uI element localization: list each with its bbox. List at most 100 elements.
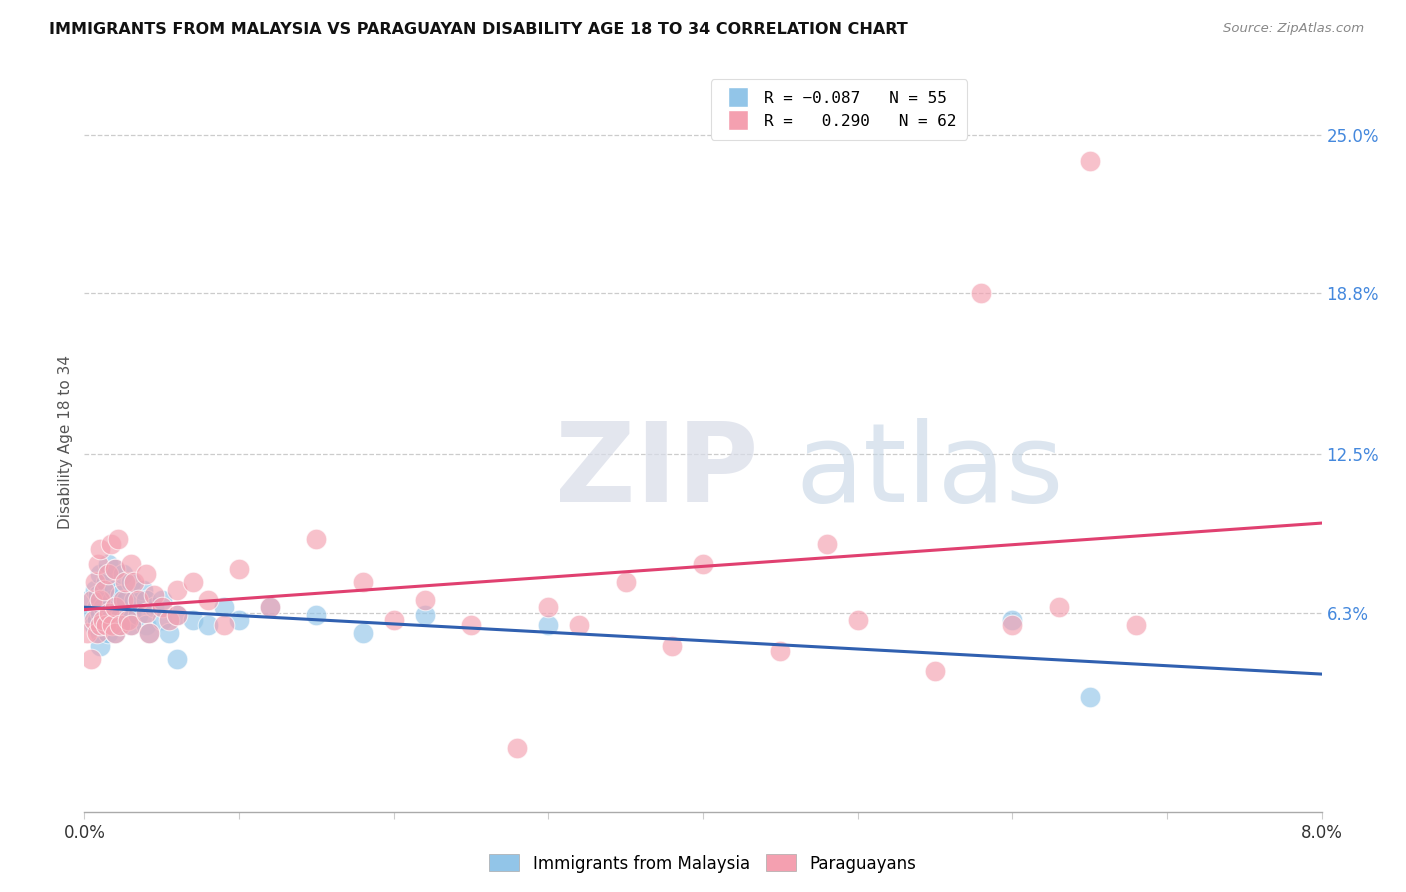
- Point: [769, 644, 792, 658]
- Point: [76, 626, 98, 640]
- Point: [568, 618, 591, 632]
- Point: [537, 600, 560, 615]
- Point: [94, 574, 117, 589]
- Point: [382, 613, 405, 627]
- Point: [110, 608, 132, 623]
- Point: [86, 600, 108, 615]
- Point: [305, 608, 328, 623]
- Point: [120, 618, 142, 632]
- Point: [82, 592, 104, 607]
- Point: [197, 592, 219, 607]
- Point: [93, 613, 115, 627]
- Point: [413, 592, 436, 607]
- Point: [413, 608, 436, 623]
- Point: [352, 626, 374, 640]
- Point: [120, 557, 142, 571]
- Point: [104, 600, 127, 615]
- Point: [143, 588, 166, 602]
- Point: [89, 618, 111, 632]
- Point: [77, 592, 100, 607]
- Text: IMMIGRANTS FROM MALAYSIA VS PARAGUAYAN DISABILITY AGE 18 TO 34 CORRELATION CHART: IMMIGRANTS FROM MALAYSIA VS PARAGUAYAN D…: [49, 22, 908, 37]
- Point: [96, 567, 118, 582]
- Point: [96, 557, 118, 571]
- Point: [104, 562, 127, 576]
- Point: [143, 600, 166, 615]
- Point: [1001, 618, 1024, 632]
- Point: [104, 600, 127, 615]
- Point: [87, 557, 110, 571]
- Point: [114, 574, 136, 589]
- Point: [115, 592, 138, 607]
- Text: ZIP: ZIP: [554, 417, 758, 524]
- Point: [228, 613, 250, 627]
- Point: [83, 613, 105, 627]
- Point: [82, 606, 104, 620]
- Point: [79, 651, 101, 665]
- Point: [1078, 690, 1101, 704]
- Point: [101, 618, 124, 632]
- Point: [815, 536, 838, 550]
- Point: [100, 536, 122, 550]
- Point: [89, 592, 111, 607]
- Point: [120, 574, 142, 589]
- Point: [228, 562, 250, 576]
- Point: [108, 588, 131, 602]
- Y-axis label: Disability Age 18 to 34: Disability Age 18 to 34: [58, 354, 73, 529]
- Point: [135, 592, 157, 607]
- Point: [924, 665, 946, 679]
- Point: [94, 618, 117, 632]
- Point: [166, 608, 188, 623]
- Point: [89, 639, 111, 653]
- Point: [89, 626, 111, 640]
- Point: [122, 574, 145, 589]
- Point: [1078, 153, 1101, 168]
- Point: [1001, 613, 1024, 627]
- Point: [166, 651, 188, 665]
- Point: [89, 541, 111, 556]
- Point: [135, 618, 157, 632]
- Point: [166, 608, 188, 623]
- Point: [87, 588, 110, 602]
- Point: [846, 613, 869, 627]
- Point: [89, 567, 111, 582]
- Point: [108, 618, 131, 632]
- Point: [104, 562, 127, 576]
- Point: [352, 574, 374, 589]
- Point: [1125, 618, 1147, 632]
- Point: [150, 613, 173, 627]
- Point: [1047, 600, 1070, 615]
- Point: [100, 618, 122, 632]
- Legend: Immigrants from Malaysia, Paraguayans: Immigrants from Malaysia, Paraguayans: [482, 847, 924, 880]
- Point: [614, 574, 637, 589]
- Point: [86, 613, 108, 627]
- Point: [132, 582, 155, 597]
- Point: [197, 618, 219, 632]
- Point: [259, 600, 281, 615]
- Point: [120, 618, 142, 632]
- Point: [104, 626, 127, 640]
- Point: [112, 592, 135, 607]
- Text: Source: ZipAtlas.com: Source: ZipAtlas.com: [1223, 22, 1364, 36]
- Point: [93, 582, 115, 597]
- Point: [98, 613, 121, 627]
- Legend: R = −0.087   N = 55, R =   0.290   N = 62: R = −0.087 N = 55, R = 0.290 N = 62: [711, 79, 967, 140]
- Point: [181, 613, 204, 627]
- Point: [96, 626, 118, 640]
- Point: [661, 639, 683, 653]
- Point: [83, 618, 105, 632]
- Point: [692, 557, 714, 571]
- Point: [127, 592, 149, 607]
- Text: atlas: atlas: [796, 417, 1064, 524]
- Point: [103, 582, 125, 597]
- Point: [127, 608, 149, 623]
- Point: [84, 582, 107, 597]
- Point: [107, 532, 129, 546]
- Point: [101, 592, 124, 607]
- Point: [150, 592, 173, 607]
- Point: [460, 618, 482, 632]
- Point: [537, 618, 560, 632]
- Point: [120, 606, 142, 620]
- Point: [104, 626, 127, 640]
- Point: [305, 532, 328, 546]
- Point: [506, 740, 529, 755]
